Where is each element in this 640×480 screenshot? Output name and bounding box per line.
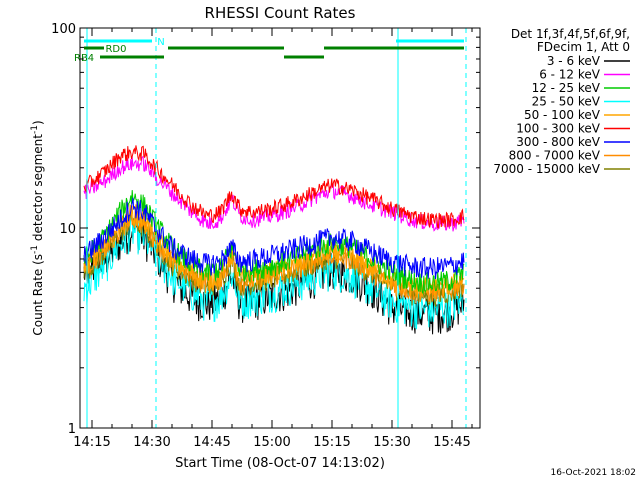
legend-label-6: 300 - 800 keV — [516, 135, 600, 149]
x-tick-label-0: 14:15 — [73, 435, 110, 450]
legend: Det 1f,3f,4f,5f,6f,9f, FDecim 1, Att 0 3… — [493, 27, 630, 176]
y-tick-label-1: 10 — [59, 222, 76, 237]
x-axis: 14:15 14:30 14:45 15:00 15:15 15:30 15:45 — [73, 28, 473, 450]
legend-header-line-2: FDecim 1, Att 0 — [537, 40, 630, 54]
x-tick-label-3: 15:00 — [253, 435, 290, 450]
series-line-3 — [83, 213, 465, 330]
x-axis-label: Start Time (08-Oct-07 14:13:02) — [175, 456, 385, 471]
legend-label-5: 100 - 300 keV — [516, 122, 600, 136]
y-tick-label-0: 1 — [68, 422, 76, 437]
y-axis-label: Count Rate (s-1 detector segment-1) — [30, 120, 45, 335]
x-tick-label-5: 15:30 — [373, 435, 410, 450]
legend-label-3: 25 - 50 keV — [532, 95, 601, 109]
flag-bars: N RD0 RB4 — [74, 37, 464, 64]
x-tick-label-6: 15:45 — [433, 435, 470, 450]
series-line-6 — [83, 197, 465, 280]
y-axis-label-main: Count Rate (s — [31, 254, 45, 336]
y-axis-label-end: ) — [31, 120, 45, 125]
x-tick-label-4: 15:15 — [313, 435, 350, 450]
legend-header-line-1: Det 1f,3f,4f,5f,6f,9f, — [511, 27, 630, 41]
vertical-markers — [86, 28, 467, 428]
y-axis-label-sup1: -1 — [30, 245, 40, 254]
y-axis-label-rest: detector segment — [31, 134, 45, 245]
y-axis: 1 10 100 — [51, 22, 480, 437]
legend-label-1: 6 - 12 keV — [539, 68, 601, 82]
flag-label-rd0: RD0 — [105, 44, 126, 55]
series-layer — [83, 145, 465, 335]
legend-label-4: 50 - 100 keV — [524, 108, 601, 122]
legend-label-0: 3 - 6 keV — [547, 54, 601, 68]
legend-label-7: 800 - 7000 keV — [509, 149, 601, 163]
x-tick-label-1: 14:30 — [133, 435, 170, 450]
series-line-2 — [83, 190, 465, 295]
series-line-1 — [83, 156, 465, 232]
flag-label-rb4: RB4 — [74, 53, 94, 64]
series-line-5 — [83, 145, 465, 229]
footer-timestamp: 16-Oct-2021 18:02 — [551, 468, 636, 478]
x-tick-label-2: 14:45 — [193, 435, 230, 450]
flag-label-n: N — [157, 37, 164, 48]
legend-label-8: 7000 - 15000 keV — [493, 162, 600, 176]
y-axis-label-sup2: -1 — [30, 125, 40, 134]
y-tick-label-2: 100 — [51, 22, 76, 37]
chart-title: RHESSI Count Rates — [205, 4, 356, 22]
legend-label-2: 12 - 25 keV — [532, 81, 601, 95]
